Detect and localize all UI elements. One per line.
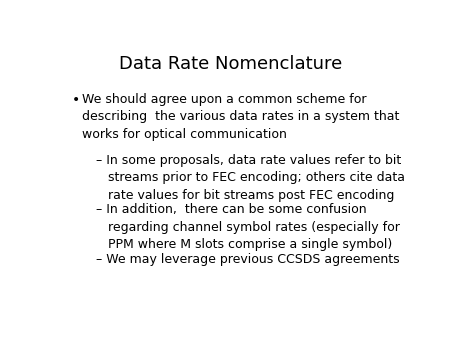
Text: – In addition,  there can be some confusion
   regarding channel symbol rates (e: – In addition, there can be some confusi… [96,203,400,251]
Text: •: • [72,93,80,106]
Text: – In some proposals, data rate values refer to bit
   streams prior to FEC encod: – In some proposals, data rate values re… [96,154,405,202]
Text: – We may leverage previous CCSDS agreements: – We may leverage previous CCSDS agreeme… [96,253,400,266]
Text: We should agree upon a common scheme for
describing  the various data rates in a: We should agree upon a common scheme for… [82,93,400,141]
Text: Data Rate Nomenclature: Data Rate Nomenclature [119,55,342,73]
